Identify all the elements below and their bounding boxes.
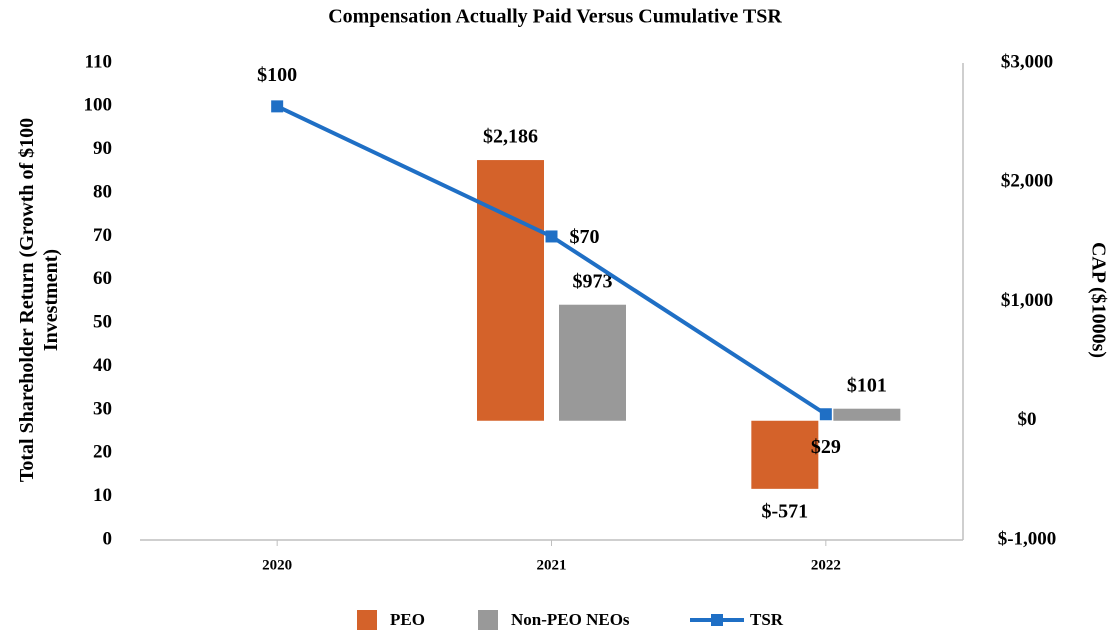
y-tick-label: 40 — [93, 355, 112, 376]
y-tick-label: 110 — [85, 51, 112, 72]
y-tick-label: 80 — [93, 181, 112, 202]
bar — [477, 160, 544, 421]
y2-tick-label: $2,000 — [1001, 171, 1053, 192]
y2-tick-label: $0 — [1018, 409, 1037, 430]
bar — [559, 304, 626, 421]
y-tick-label: 90 — [93, 138, 112, 159]
y-tick-label: 50 — [93, 312, 112, 333]
legend-swatch — [478, 610, 498, 630]
y-tick-label: 10 — [93, 485, 112, 506]
y-tick-label: 100 — [84, 95, 113, 116]
tsr-marker — [545, 230, 558, 243]
legend-label: PEO — [390, 610, 425, 629]
y-tick-label: 70 — [93, 225, 112, 246]
y2-axis-title: CAP ($1000s) — [1087, 242, 1109, 358]
y-axis-title: Total Shareholder Return (Growth of $100… — [16, 117, 62, 483]
x-tick-label: 2021 — [537, 557, 567, 573]
x-tick-label: 2022 — [811, 557, 841, 573]
x-tick-label: 2020 — [262, 557, 292, 573]
data-label: $70 — [570, 226, 600, 248]
y-tick-label: 0 — [103, 528, 113, 549]
data-label: $2,186 — [483, 126, 538, 148]
data-label: $29 — [811, 436, 841, 458]
legend-marker — [711, 614, 723, 626]
data-label: $-571 — [761, 500, 808, 522]
bar — [751, 420, 819, 489]
y-tick-label: 60 — [93, 268, 112, 289]
legend-label: TSR — [750, 610, 784, 629]
y2-tick-label: $1,000 — [1001, 290, 1053, 311]
tsr-marker — [819, 408, 832, 421]
legend-swatch — [357, 610, 377, 630]
y2-tick-label: $3,000 — [1001, 51, 1053, 72]
data-label: $101 — [847, 374, 887, 396]
data-label: $100 — [257, 64, 297, 86]
data-label: $973 — [573, 270, 613, 292]
y2-tick-label: $-1,000 — [998, 528, 1057, 549]
tsr-marker — [271, 100, 284, 113]
y-tick-label: 30 — [93, 398, 112, 419]
legend-label: Non-PEO NEOs — [511, 610, 630, 629]
chart-title: Compensation Actually Paid Versus Cumula… — [328, 6, 782, 28]
y-tick-label: 20 — [93, 442, 112, 463]
bar — [833, 408, 901, 421]
tsr-line — [276, 104, 827, 416]
